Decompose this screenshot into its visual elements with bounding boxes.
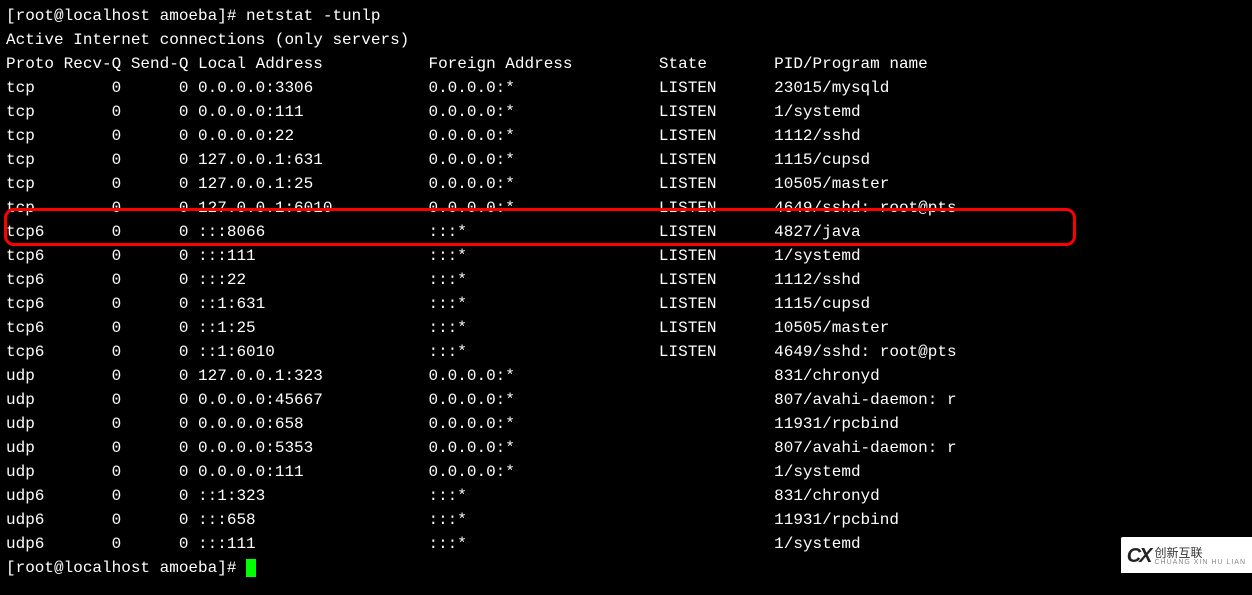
netstat-row: udp 0 0 0.0.0.0:111 0.0.0.0:* 1/systemd [6,460,1246,484]
netstat-row: udp6 0 0 ::1:323 :::* 831/chronyd [6,484,1246,508]
prompt-line: [root@localhost amoeba]# netstat -tunlp [6,4,1246,28]
netstat-row: tcp6 0 0 :::22 :::* LISTEN 1112/sshd [6,268,1246,292]
netstat-row: tcp6 0 0 :::111 :::* LISTEN 1/systemd [6,244,1246,268]
netstat-row: udp6 0 0 :::658 :::* 11931/rpcbind [6,508,1246,532]
netstat-row: tcp6 0 0 ::1:6010 :::* LISTEN 4649/sshd:… [6,340,1246,364]
netstat-row: tcp 0 0 0.0.0.0:111 0.0.0.0:* LISTEN 1/s… [6,100,1246,124]
netstat-row: udp 0 0 0.0.0.0:45667 0.0.0.0:* 807/avah… [6,388,1246,412]
netstat-row: udp6 0 0 :::111 :::* 1/systemd [6,532,1246,556]
watermark: CX 创新互联 CHUANG XIN HU LIAN [1121,537,1252,573]
netstat-row: udp 0 0 0.0.0.0:5353 0.0.0.0:* 807/avahi… [6,436,1246,460]
watermark-text: 创新互联 [1154,547,1246,559]
watermark-sub: CHUANG XIN HU LIAN [1154,559,1246,566]
netstat-row: tcp6 0 0 ::1:631 :::* LISTEN 1115/cupsd [6,292,1246,316]
netstat-row: udp 0 0 0.0.0.0:658 0.0.0.0:* 11931/rpcb… [6,412,1246,436]
netstat-row: tcp6 0 0 ::1:25 :::* LISTEN 10505/master [6,316,1246,340]
output-header: Active Internet connections (only server… [6,28,1246,52]
cursor [246,559,256,577]
netstat-row: tcp 0 0 0.0.0.0:22 0.0.0.0:* LISTEN 1112… [6,124,1246,148]
netstat-row: tcp 0 0 127.0.0.1:631 0.0.0.0:* LISTEN 1… [6,148,1246,172]
prompt-line[interactable]: [root@localhost amoeba]# [6,556,1246,580]
netstat-row: tcp 0 0 127.0.0.1:25 0.0.0.0:* LISTEN 10… [6,172,1246,196]
terminal-output: [root@localhost amoeba]# netstat -tunlpA… [6,4,1246,580]
netstat-row: tcp 0 0 127.0.0.1:6010 0.0.0.0:* LISTEN … [6,196,1246,220]
netstat-row: udp 0 0 127.0.0.1:323 0.0.0.0:* 831/chro… [6,364,1246,388]
column-headers: Proto Recv-Q Send-Q Local Address Foreig… [6,52,1246,76]
watermark-logo: CX [1127,541,1151,571]
netstat-row: tcp6 0 0 :::8066 :::* LISTEN 4827/java [6,220,1246,244]
netstat-row: tcp 0 0 0.0.0.0:3306 0.0.0.0:* LISTEN 23… [6,76,1246,100]
